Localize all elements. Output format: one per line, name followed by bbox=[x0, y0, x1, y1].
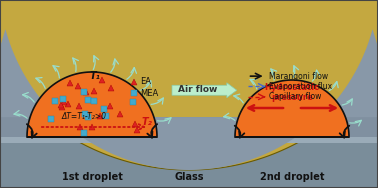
Text: 1st droplet: 1st droplet bbox=[62, 172, 122, 182]
Text: Glass: Glass bbox=[174, 172, 204, 182]
Bar bbox=[0, 117, 378, 143]
Text: Air flow: Air flow bbox=[178, 85, 217, 94]
Polygon shape bbox=[0, 0, 378, 170]
Text: T₁: T₁ bbox=[90, 71, 101, 81]
Text: Capillary flow: Capillary flow bbox=[269, 92, 321, 101]
FancyArrow shape bbox=[172, 83, 237, 98]
Polygon shape bbox=[235, 80, 349, 137]
Polygon shape bbox=[0, 29, 378, 170]
Text: 2nd droplet: 2nd droplet bbox=[260, 172, 324, 182]
Text: EA: EA bbox=[140, 77, 151, 86]
Text: MEA: MEA bbox=[140, 89, 158, 98]
Polygon shape bbox=[27, 72, 157, 137]
Bar bbox=[0, 0, 378, 90]
Bar bbox=[0, 137, 378, 143]
Text: Hydrostatic
pressure: Hydrostatic pressure bbox=[265, 83, 319, 102]
Text: Marangoni flow: Marangoni flow bbox=[269, 72, 328, 81]
Text: T₂: T₂ bbox=[142, 117, 152, 127]
Text: Evaporation flux: Evaporation flux bbox=[269, 82, 332, 91]
Text: ΔT=T₁-T₂>0: ΔT=T₁-T₂>0 bbox=[62, 112, 107, 121]
